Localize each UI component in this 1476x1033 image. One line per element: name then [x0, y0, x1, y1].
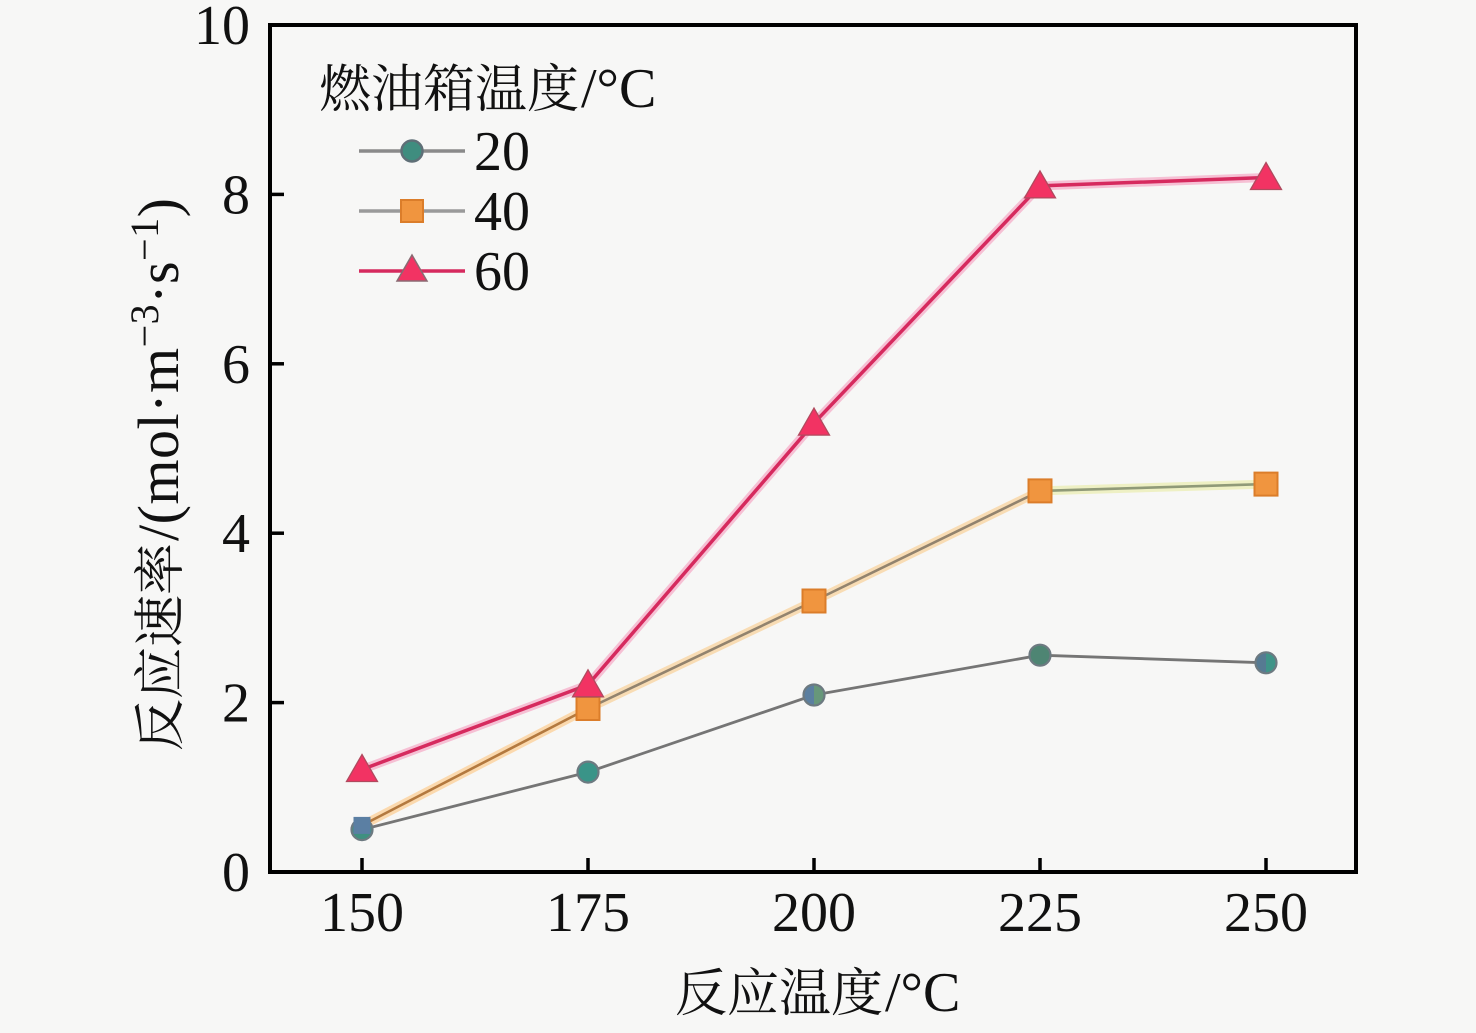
svg-text:200: 200	[772, 882, 856, 944]
svg-text:/°C: /°C	[581, 58, 656, 120]
svg-text:250: 250	[1224, 882, 1308, 944]
svg-text:225: 225	[998, 882, 1082, 944]
svg-text:0: 0	[222, 842, 250, 904]
svg-text:175: 175	[546, 882, 630, 944]
svg-text:40: 40	[474, 181, 530, 243]
svg-text:/°C: /°C	[885, 962, 960, 1024]
svg-text:20: 20	[474, 121, 530, 183]
svg-text:2: 2	[222, 673, 250, 735]
svg-text:4: 4	[222, 503, 250, 565]
svg-text:150: 150	[320, 882, 404, 944]
svg-text:6: 6	[222, 334, 250, 396]
svg-text:8: 8	[222, 164, 250, 226]
svg-text:60: 60	[474, 241, 530, 303]
svg-text:10: 10	[194, 0, 250, 57]
